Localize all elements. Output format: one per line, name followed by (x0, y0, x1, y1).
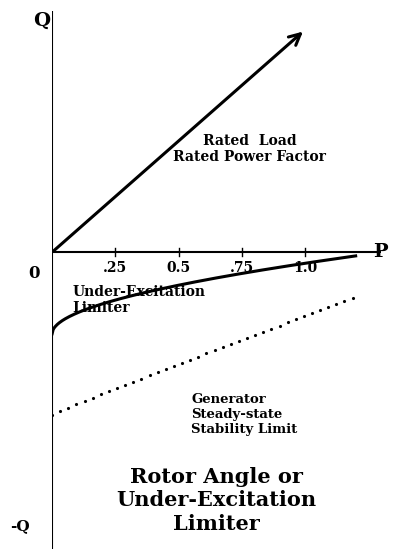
Text: 0: 0 (28, 265, 39, 282)
Text: Under-Excitation
Limiter: Under-Excitation Limiter (72, 285, 205, 315)
Text: -Q: -Q (10, 520, 29, 534)
Text: .75: .75 (230, 262, 254, 276)
Text: Q: Q (33, 12, 51, 30)
Text: Rotor Angle or
Under-Excitation
Limiter: Rotor Angle or Under-Excitation Limiter (116, 467, 317, 534)
Text: P: P (373, 243, 388, 261)
Text: Generator
Steady-state
Stability Limit: Generator Steady-state Stability Limit (191, 393, 298, 436)
Text: Rated  Load
Rated Power Factor: Rated Load Rated Power Factor (173, 133, 326, 164)
Text: 1.0: 1.0 (293, 262, 317, 276)
Text: .25: .25 (103, 262, 128, 276)
Text: 0.5: 0.5 (166, 262, 190, 276)
